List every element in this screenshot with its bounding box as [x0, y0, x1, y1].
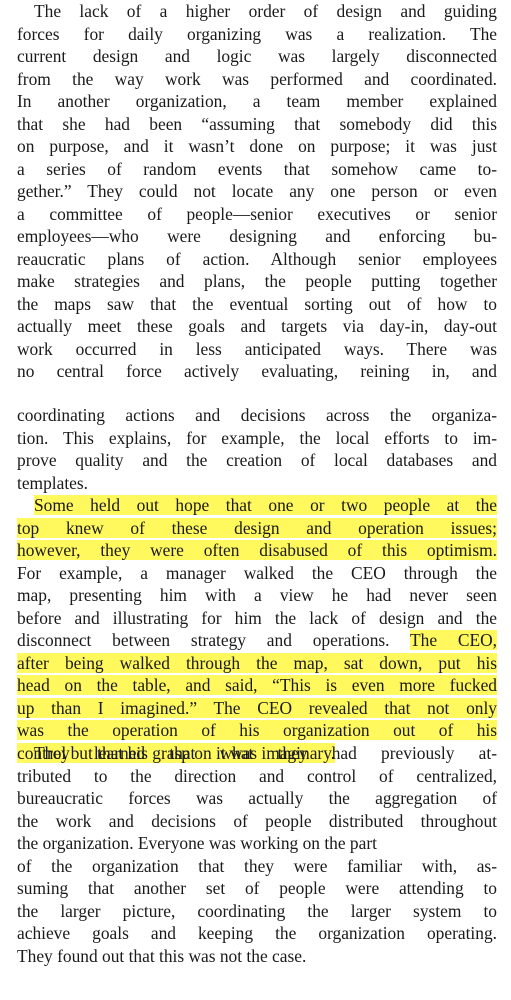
body-text: the maps saw that the eventual sorting o… [17, 293, 497, 314]
body-text: before and illustrating for him the lack… [17, 607, 497, 628]
text-line: Some held out hope that one or two peopl… [17, 494, 497, 517]
text-line: gether.” They could not locate any one p… [17, 180, 497, 203]
text-line: In another organization, a team member e… [17, 90, 497, 113]
body-text: the organization. Everyone was working o… [17, 833, 377, 853]
body-text: They learned that what they had previous… [34, 743, 497, 763]
body-text: a series of random events that somehow c… [17, 158, 497, 179]
text-line: tributed to the direction and control of… [17, 765, 497, 788]
text-block-middle: coordinating actions and decisions acros… [17, 404, 497, 764]
text-line: a committee of people—senior executives … [17, 203, 497, 226]
body-text: current design and logic was largely dis… [17, 46, 497, 66]
text-line: top knew of these design and operation i… [17, 517, 497, 540]
text-line: coordinating actions and decisions acros… [17, 404, 497, 427]
text-line: suming that another set of people were a… [17, 877, 497, 900]
text-line: For example, a manager walked the CEO th… [17, 562, 497, 585]
text-line: from the way work was performed and coor… [17, 68, 497, 91]
body-text: tion. This explains, for example, the lo… [17, 427, 497, 448]
body-text: For example, a manager walked the CEO th… [17, 562, 497, 583]
body-text: on purpose, and it wasn’t done on purpos… [17, 136, 497, 156]
text-line: a series of random events that somehow c… [17, 158, 497, 181]
body-text: suming that another set of people were a… [17, 878, 497, 898]
text-line: on purpose, and it wasn’t done on purpos… [17, 135, 497, 158]
text-line: make strategies and plans, the people pu… [17, 270, 497, 293]
body-text: prove quality and the creation of local … [17, 450, 497, 470]
body-text: actually meet these goals and targets vi… [17, 316, 497, 336]
text-line: They learned that what they had previous… [17, 742, 497, 765]
text-line: the maps saw that the eventual sorting o… [17, 293, 497, 316]
highlighted-text: was the operation of his organization ou… [17, 720, 497, 740]
body-text: forces for daily organizing was a realiz… [17, 23, 497, 44]
text-line: disconnect between strategy and operatio… [17, 629, 497, 652]
highlighted-text: The CEO, [410, 630, 497, 650]
text-block-top: The lack of a higher order of design and… [17, 0, 497, 383]
body-text: The lack of a higher order of design and… [34, 1, 497, 21]
text-line: bureaucratic forces was actually the agg… [17, 787, 497, 810]
text-line: was the operation of his organization ou… [17, 719, 497, 742]
body-text: achieve goals and keeping the organizati… [17, 923, 497, 943]
body-text: that she had been “assuming that somebod… [17, 113, 497, 134]
text-line: actually meet these goals and targets vi… [17, 315, 497, 338]
highlighted-text: after being walked through the map, sat … [17, 652, 497, 673]
text-line: up than I imagined.” The CEO revealed th… [17, 697, 497, 720]
body-text: map, presenting him with a view he had n… [17, 585, 497, 605]
body-text: from the way work was performed and coor… [17, 68, 497, 89]
body-text: In another organization, a team member e… [17, 91, 497, 111]
highlighted-text: however, they were often disabused of th… [17, 540, 497, 560]
text-line: of the organization that they were famil… [17, 855, 497, 878]
text-line: current design and logic was largely dis… [17, 45, 497, 68]
body-text: make strategies and plans, the people pu… [17, 271, 497, 291]
text-line: the work and decisions of people distrib… [17, 810, 497, 833]
body-text: work occurred in less anticipated ways. … [17, 338, 497, 359]
text-line: the organization. Everyone was working o… [17, 832, 497, 855]
text-block-bottom: They learned that what they had previous… [17, 742, 497, 967]
body-text: no central force actively evaluating, re… [17, 361, 497, 381]
highlighted-text: top knew of these design and operation i… [17, 517, 497, 538]
body-text: tributed to the direction and control of… [17, 765, 497, 786]
text-line: The lack of a higher order of design and… [17, 0, 497, 23]
body-text: employees—who were designing and enforci… [17, 226, 497, 246]
body-text: bureaucratic forces was actually the agg… [17, 788, 497, 808]
body-text: disconnect between strategy and operatio… [17, 630, 411, 650]
body-text: reaucratic plans of action. Although sen… [17, 248, 497, 269]
text-line: prove quality and the creation of local … [17, 449, 497, 472]
body-text: a committee of people—senior executives … [17, 203, 497, 224]
highlighted-text: head on the table, and said, “This is ev… [17, 675, 497, 695]
text-line: They found out that this was not the cas… [17, 945, 497, 968]
body-text: They found out that this was not the cas… [17, 945, 307, 966]
body-text: the larger picture, coordinating the lar… [17, 900, 497, 921]
text-line: head on the table, and said, “This is ev… [17, 674, 497, 697]
text-line: forces for daily organizing was a realiz… [17, 23, 497, 46]
body-text: of the organization that they were famil… [17, 855, 497, 876]
body-text: coordinating actions and decisions acros… [17, 405, 497, 425]
text-line: reaucratic plans of action. Although sen… [17, 248, 497, 271]
body-text: templates. [17, 472, 88, 493]
highlighted-text: control but that his grasp on it was ima… [17, 742, 336, 763]
text-line: achieve goals and keeping the organizati… [17, 922, 497, 945]
text-line: work occurred in less anticipated ways. … [17, 338, 497, 361]
highlighted-text: Some held out hope that one or two peopl… [34, 495, 497, 515]
body-text: the work and decisions of people distrib… [17, 810, 497, 831]
text-line: control but that his grasp on it was ima… [17, 742, 497, 765]
text-line: employees—who were designing and enforci… [17, 225, 497, 248]
text-line: however, they were often disabused of th… [17, 539, 497, 562]
text-line: no central force actively evaluating, re… [17, 360, 497, 383]
text-line: before and illustrating for him the lack… [17, 607, 497, 630]
text-line: map, presenting him with a view he had n… [17, 584, 497, 607]
text-line: tion. This explains, for example, the lo… [17, 427, 497, 450]
text-line: the larger picture, coordinating the lar… [17, 900, 497, 923]
text-line: after being walked through the map, sat … [17, 652, 497, 675]
text-line: templates. [17, 472, 497, 495]
highlighted-text: up than I imagined.” The CEO revealed th… [17, 697, 497, 718]
body-text: gether.” They could not locate any one p… [17, 181, 497, 201]
text-line: that she had been “assuming that somebod… [17, 113, 497, 136]
